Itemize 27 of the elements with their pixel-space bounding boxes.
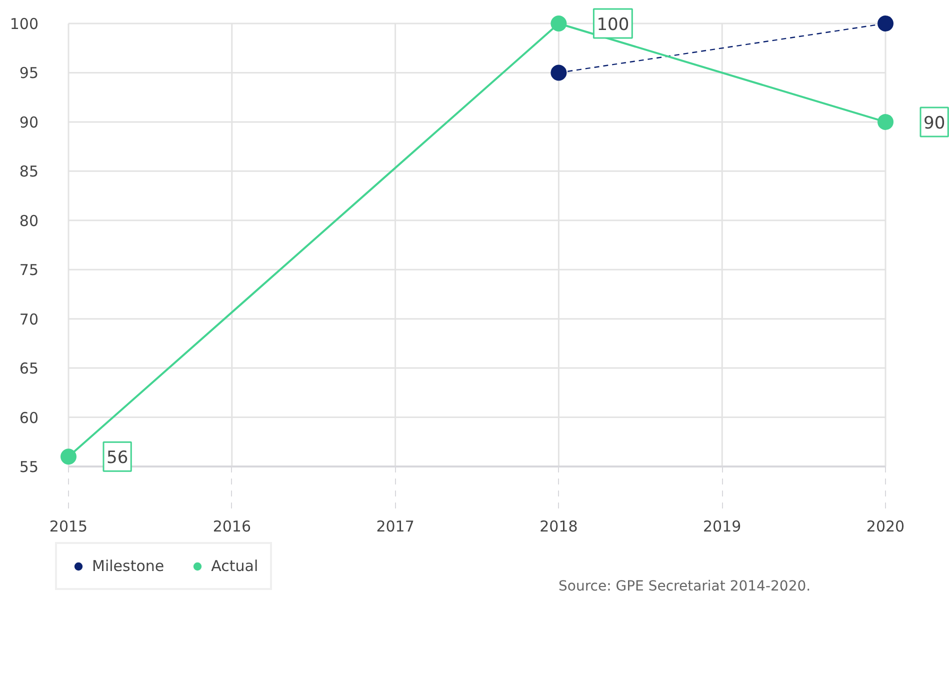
x-tick-label: 2019 (703, 518, 742, 536)
point (60, 448, 76, 465)
x-tick-label: 2020 (866, 518, 905, 536)
legend-label: Milestone (92, 557, 164, 575)
point (878, 114, 894, 130)
point (878, 16, 894, 32)
data-label: 56 (106, 448, 128, 468)
x-tick-label: 2016 (212, 518, 251, 536)
data-label: 100 (596, 15, 630, 35)
point (550, 64, 567, 81)
y-tick-label: 95 (19, 64, 39, 82)
y-tick-label: 75 (19, 261, 39, 280)
x-tick-label: 2018 (540, 518, 578, 536)
point (550, 16, 567, 32)
y-tick-label: 60 (19, 408, 39, 427)
y-tick-label: 80 (19, 212, 39, 230)
y-tick-label: 100 (10, 15, 39, 33)
y-tick-label: 65 (19, 360, 39, 378)
y-tick-label: 85 (19, 162, 39, 181)
y-tick-label: 90 (19, 113, 39, 132)
y-tick-label: 70 (19, 310, 39, 328)
x-tick-label: 2015 (49, 518, 88, 536)
y-tick-label: 55 (19, 458, 39, 476)
legend-label: Actual (211, 557, 258, 575)
data-label: 90 (924, 113, 946, 134)
x-tick-label: 2017 (376, 518, 414, 536)
source-note: Source: GPE Secretariat 2014-2020. (558, 578, 811, 594)
